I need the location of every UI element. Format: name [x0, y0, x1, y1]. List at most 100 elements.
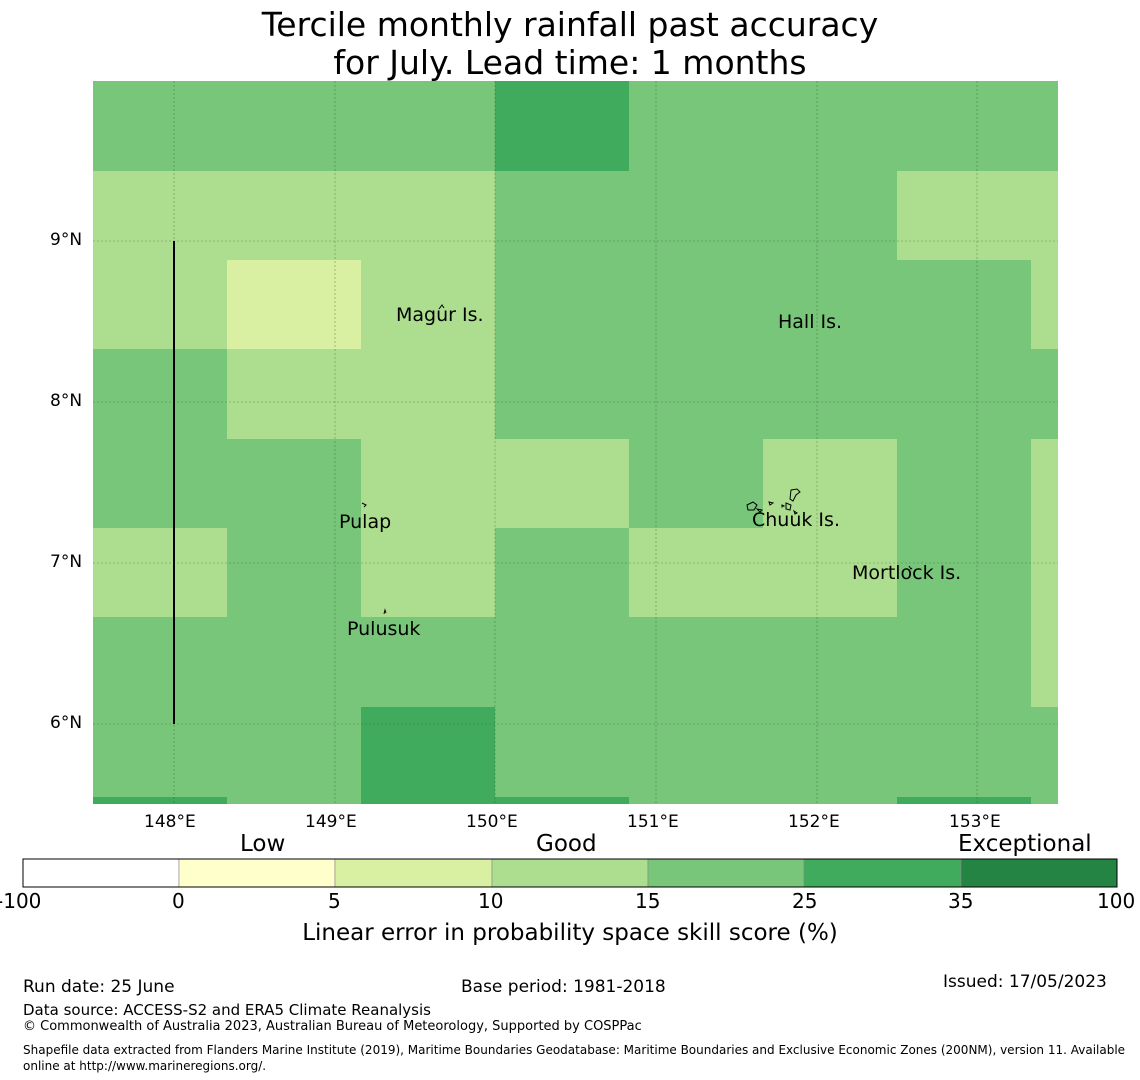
- colorbar-segment: [960, 858, 1118, 888]
- grid-cell: [1031, 707, 1058, 797]
- grid-cell: [763, 81, 897, 171]
- lat-tick-7: 7°N: [50, 552, 83, 572]
- legend-category-good: Good: [536, 831, 597, 857]
- legend-category-low: Low: [240, 831, 286, 857]
- colorbar-tick-100: 100: [1097, 889, 1136, 913]
- grid-cell: [897, 171, 1031, 260]
- colorbar: [22, 858, 1118, 888]
- grid-cell: [763, 171, 897, 260]
- grid-cell: [361, 260, 495, 349]
- grid-cell: [763, 707, 897, 797]
- grid-cell: [93, 260, 227, 349]
- grid-cell: [495, 707, 629, 797]
- grid-cell: [93, 707, 227, 797]
- grid-cell: [629, 707, 763, 797]
- colorbar-segment: [491, 858, 649, 888]
- grid-cell: [897, 81, 1031, 171]
- place-label-pulap: Pulap: [339, 511, 392, 533]
- mortlock-island-outline: [908, 565, 913, 570]
- legend-category-exceptional: Exceptional: [958, 831, 1092, 857]
- lon-tick-149: 149°E: [305, 812, 357, 832]
- grid-cell: [495, 528, 629, 617]
- colorbar-segment: [22, 858, 180, 888]
- grid-cell: [1031, 171, 1058, 260]
- colorbar-tick-25: 25: [792, 889, 818, 913]
- lat-tick-9: 9°N: [50, 230, 83, 250]
- place-label-magur: Magur Is.: [396, 304, 484, 326]
- chuuk-island-outline: [746, 488, 801, 515]
- grid-cell: [361, 81, 495, 171]
- grid-cell: [763, 349, 897, 439]
- grid-cell: [897, 260, 1031, 349]
- colorbar-border: [22, 858, 1118, 888]
- grid-cell: [93, 439, 227, 528]
- grid-cell: [495, 349, 629, 439]
- colorbar-segment: [334, 858, 493, 888]
- grid-cell: [93, 171, 227, 260]
- colorbar-segment: [178, 858, 336, 888]
- place-label-pulusuk: Pulusuk: [347, 618, 421, 640]
- grid-cell: [629, 617, 763, 707]
- grid-cell: [361, 797, 495, 804]
- grid-cell: [629, 797, 763, 804]
- grid-cell: [495, 439, 629, 528]
- colorbar-tick-15: 15: [635, 889, 661, 913]
- grid-cell: [93, 528, 227, 617]
- copyright-notice: © Commonwealth of Australia 2023, Austra…: [23, 1019, 642, 1034]
- lon-tick-150: 150°E: [466, 812, 518, 832]
- grid-cell: [1031, 349, 1058, 439]
- grid-cell: [1031, 617, 1058, 707]
- place-label-chuuk: Chuuk Is.: [752, 509, 840, 531]
- grid-cell: [763, 617, 897, 707]
- colorbar-label: Linear error in probability space skill …: [302, 920, 838, 946]
- grid-cell: [1031, 81, 1058, 171]
- grid-cell: [1031, 797, 1058, 804]
- grid-cell: [495, 81, 629, 171]
- grid-cell: [1031, 439, 1058, 528]
- grid-cell: [495, 260, 629, 349]
- island-outlines: [361, 304, 913, 615]
- grid-cell: [763, 260, 897, 349]
- colorbar-tick-5: 5: [328, 889, 341, 913]
- grid-cell: [763, 797, 897, 804]
- lat-tick-8: 8°N: [50, 391, 83, 411]
- grid-cell: [495, 797, 629, 804]
- base-period: Base period: 1981-2018: [461, 977, 666, 997]
- colorbar-tick-0: 0: [172, 889, 185, 913]
- lon-tick-148: 148°E: [144, 812, 196, 832]
- grid-cell: [897, 707, 1031, 797]
- grid-cell: [227, 171, 361, 260]
- grid-cell: [897, 439, 1031, 528]
- grid-cell: [897, 617, 1031, 707]
- grid-cell: [629, 260, 763, 349]
- grid-cell: [361, 349, 495, 439]
- grid-cell: [629, 171, 763, 260]
- colorbar-segment: [647, 858, 805, 888]
- place-label-mortlock: Mortlock Is.: [852, 562, 962, 584]
- grid-cell: [361, 439, 495, 528]
- grid-cell: [227, 528, 361, 617]
- lon-tick-153: 153°E: [949, 812, 1001, 832]
- pulap-island-outline: [361, 502, 367, 508]
- grid-cell: [629, 81, 763, 171]
- pulusuk-island-outline: [383, 608, 387, 615]
- grid-cell: [361, 707, 495, 797]
- grid-cell: [93, 349, 227, 439]
- grid-cell: [495, 171, 629, 260]
- magur-island-outline: [438, 304, 445, 310]
- data-source: Data source: ACCESS-S2 and ERA5 Climate …: [23, 1001, 431, 1019]
- shapefile-credit: Shapefile data extracted from Flanders M…: [23, 1043, 1126, 1073]
- colorbar-tick-neg100: -100: [0, 889, 42, 913]
- colorbar-segment: [803, 858, 962, 888]
- grid-cell: [93, 797, 227, 804]
- grid-cell: [227, 260, 361, 349]
- grid-cell: [763, 528, 897, 617]
- lat-tick-6: 6°N: [50, 713, 83, 733]
- grid-cell: [495, 617, 629, 707]
- colorbar-tick-35: 35: [948, 889, 974, 913]
- grid-cell: [361, 528, 495, 617]
- grid-cell: [629, 349, 763, 439]
- grid-cell: [227, 617, 361, 707]
- grid-cell: [629, 439, 763, 528]
